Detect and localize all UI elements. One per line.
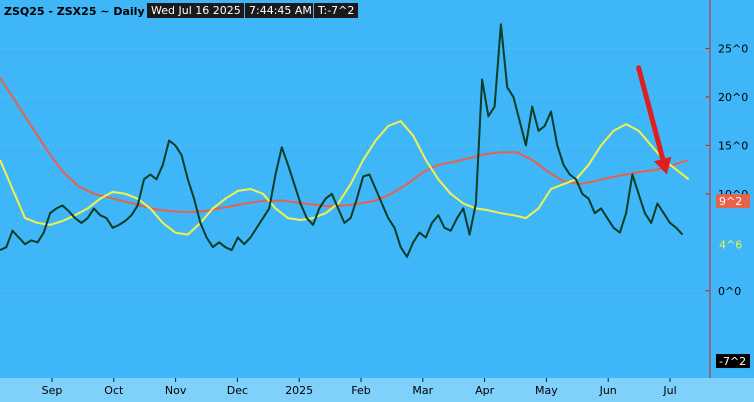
chart-date: Wed Jul 16 2025	[151, 4, 241, 17]
chart-header: ZSQ25 - ZSX25 ~ Daily Wed Jul 16 2025 7:…	[4, 3, 358, 18]
x-tick-label: Apr	[475, 384, 495, 397]
slow-ma-line	[0, 76, 689, 214]
value-badge-box	[716, 194, 750, 209]
fast-ma-line	[0, 120, 690, 236]
x-tick-label: Mar	[412, 384, 433, 397]
y-axis-band	[711, 0, 754, 378]
x-axis-band	[0, 378, 754, 402]
spread-line	[0, 23, 684, 258]
y-tick-label: 0^0	[718, 285, 741, 298]
time-box	[245, 3, 313, 18]
x-tick-label: 2025	[285, 384, 313, 397]
value-badge: 4^6	[716, 237, 750, 252]
chart-time: 7:44:45 AM	[249, 4, 312, 17]
x-tick-label: Nov	[165, 384, 187, 397]
x-tick-label: Sep	[42, 384, 63, 397]
x-tick-label: May	[535, 384, 558, 397]
last-value-box	[314, 3, 358, 18]
value-badge-label: -7^2	[719, 355, 746, 368]
annotation-arrow	[636, 65, 672, 175]
value-badge-label: 4^6	[719, 239, 742, 252]
x-tick-label: Feb	[351, 384, 370, 397]
x-tick-label: Dec	[227, 384, 248, 397]
value-badge-box	[716, 354, 750, 369]
value-badge: 9^2	[716, 194, 750, 209]
date-box	[147, 3, 244, 18]
y-tick-label: 15^0	[718, 139, 748, 152]
x-tick-label: Jun	[599, 384, 617, 397]
arrow-head	[654, 156, 672, 175]
value-badge: -7^2	[716, 354, 750, 369]
arrow-shaft	[636, 65, 666, 162]
x-tick-label: Jul	[662, 384, 676, 397]
y-tick-label: 20^0	[718, 91, 748, 104]
value-badge-label: 9^2	[719, 195, 742, 208]
series-layer	[0, 23, 690, 258]
x-tick-label: Oct	[104, 384, 124, 397]
value-badge-box	[716, 237, 750, 252]
chart-symbol: ZSQ25 - ZSX25 ~ Daily	[4, 5, 145, 18]
chart-last-value: T:-7^2	[317, 4, 354, 17]
x-axis-labels: Sep Oct Nov Dec 2025 Feb Mar Apr May Jun Jul	[42, 378, 677, 397]
value-badges: 9^2 4^6 -7^2	[716, 194, 750, 369]
y-tick-label: 25^0	[718, 42, 748, 55]
